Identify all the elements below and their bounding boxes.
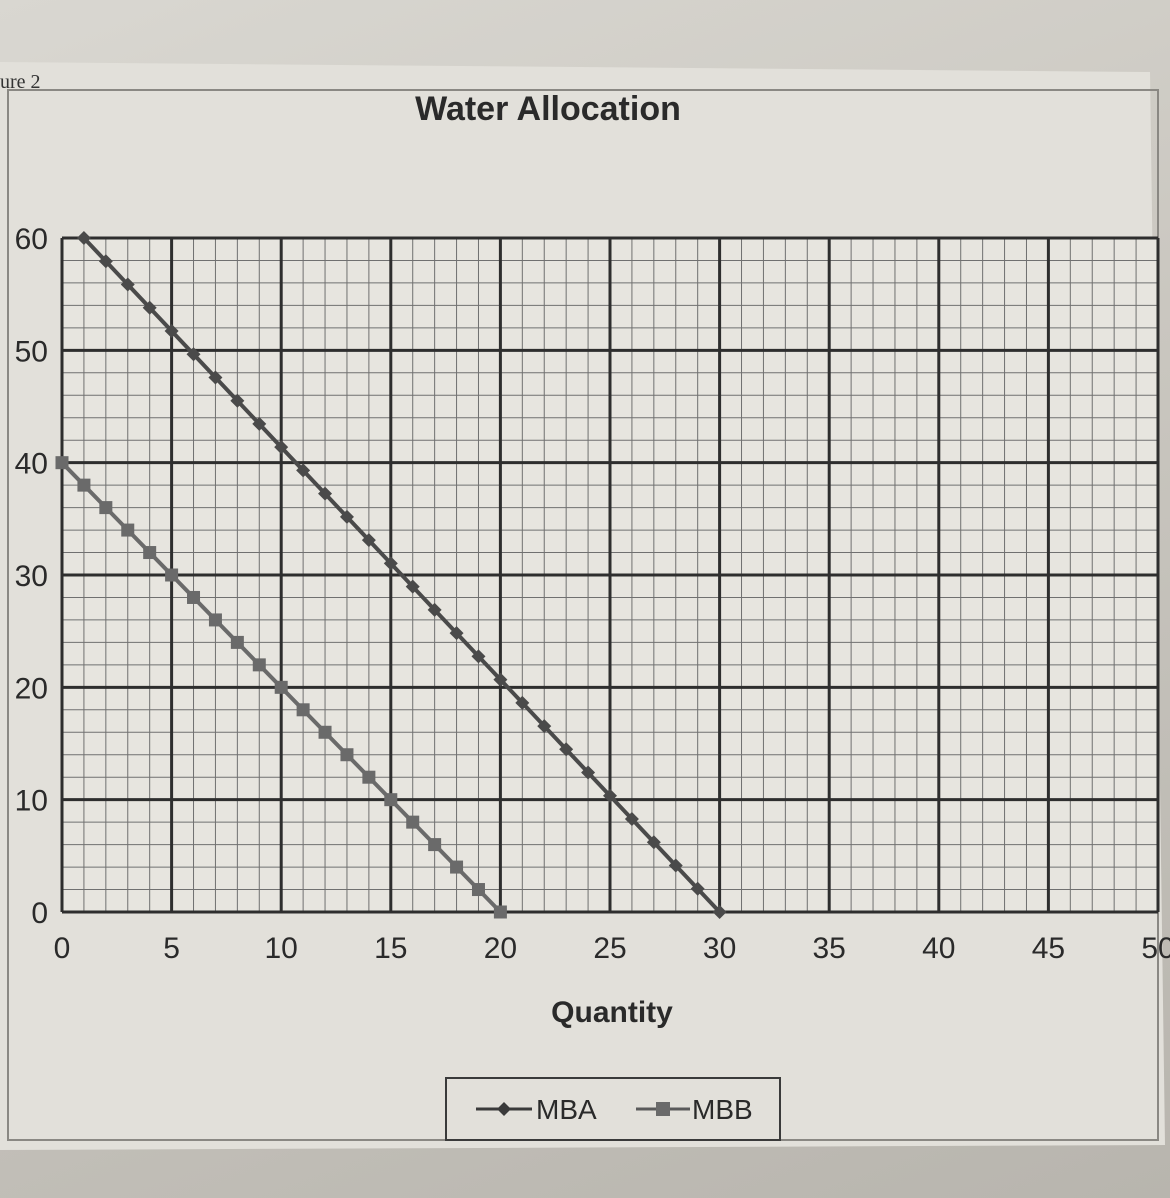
legend-box — [445, 1077, 781, 1141]
data-point-mba — [712, 905, 727, 919]
data-point-mbb — [340, 748, 354, 762]
data-point-mba — [318, 486, 333, 501]
legend-marker-mba — [497, 1102, 511, 1116]
data-point-mba — [493, 672, 508, 687]
y-tick-label: 60 — [15, 223, 48, 256]
data-point-mba — [296, 463, 311, 478]
y-tick-label: 30 — [15, 560, 48, 593]
x-tick-label: 50 — [1141, 932, 1170, 965]
y-tick-label: 10 — [15, 785, 48, 818]
data-point-mbb — [450, 860, 464, 874]
data-point-mba — [581, 765, 596, 780]
data-point-mba — [361, 533, 376, 548]
data-point-mba — [76, 231, 91, 245]
data-point-mba — [186, 347, 201, 362]
x-tick-label: 40 — [922, 932, 955, 965]
data-point-mba — [449, 626, 464, 641]
x-axis-tick-labels: 0 5 10 15 20 25 30 35 40 45 50 — [54, 932, 1170, 965]
data-point-mba — [98, 254, 113, 269]
data-point-mbb — [230, 635, 244, 649]
x-tick-label: 15 — [374, 932, 407, 965]
data-point-mba — [515, 695, 530, 710]
data-point-mbb — [406, 815, 420, 829]
x-axis-label: Quantity — [551, 996, 673, 1029]
data-point-mba — [603, 788, 617, 803]
x-tick-label: 25 — [593, 932, 626, 965]
data-point-mbb — [208, 613, 222, 627]
data-point-mba — [559, 742, 574, 757]
data-point-mba — [383, 556, 398, 571]
x-tick-label: 45 — [1032, 932, 1065, 965]
data-point-mba — [624, 812, 639, 827]
data-point-mba — [208, 370, 223, 385]
data-point-mba — [405, 579, 420, 594]
x-tick-label: 20 — [484, 932, 517, 965]
data-point-mba — [230, 393, 245, 408]
data-point-mba — [537, 719, 552, 734]
legend-item-mbb: MBB — [636, 1094, 753, 1125]
x-tick-label: 30 — [703, 932, 736, 965]
series-mbb — [55, 456, 507, 919]
legend: MBA MBB — [445, 1077, 781, 1141]
series-line-mba — [82, 236, 722, 914]
data-point-mbb — [99, 501, 113, 515]
y-tick-label: 50 — [15, 335, 48, 368]
x-tick-label: 10 — [265, 932, 298, 965]
chart-title: Water Allocation — [415, 90, 681, 128]
data-point-mbb — [318, 725, 332, 739]
data-point-mba — [274, 440, 289, 455]
data-point-mbb — [384, 793, 398, 807]
data-point-mbb — [121, 523, 135, 537]
data-point-mbb — [77, 478, 91, 492]
legend-label-mbb: MBB — [692, 1094, 753, 1125]
data-point-mbb — [493, 905, 507, 919]
series-mba — [76, 231, 727, 919]
data-point-mbb — [143, 546, 157, 560]
data-point-mba — [339, 509, 354, 524]
data-point-mbb — [274, 680, 288, 694]
x-tick-label: 0 — [54, 932, 71, 965]
data-point-mba — [668, 858, 683, 873]
data-point-mbb — [471, 883, 485, 897]
data-point-mba — [142, 300, 157, 315]
legend-marker-mbb — [656, 1102, 670, 1116]
data-point-mba — [252, 416, 267, 431]
data-point-mbb — [362, 770, 376, 784]
data-point-mbb — [252, 658, 266, 672]
y-tick-label: 40 — [15, 448, 48, 481]
x-tick-label: 35 — [813, 932, 846, 965]
data-point-mbb — [296, 703, 310, 717]
data-point-mba — [646, 835, 661, 850]
data-point-mba — [690, 881, 705, 896]
data-point-mbb — [55, 456, 69, 470]
data-point-mbb — [165, 568, 179, 582]
data-point-mba — [120, 277, 135, 292]
legend-label-mba: MBA — [536, 1094, 597, 1125]
x-tick-label: 5 — [163, 932, 180, 965]
y-tick-label: 20 — [15, 672, 48, 705]
data-point-mba — [471, 649, 486, 664]
data-point-mbb — [428, 838, 442, 852]
data-point-mbb — [187, 590, 201, 604]
data-point-mba — [164, 323, 179, 338]
y-tick-label: 0 — [31, 897, 48, 930]
legend-item-mba: MBA — [476, 1094, 597, 1125]
series-layer — [55, 231, 727, 919]
y-axis-tick-labels: 0 10 20 30 40 50 60 — [15, 223, 48, 930]
data-point-mba — [427, 602, 442, 617]
figure-label: ure 2 — [0, 71, 41, 93]
